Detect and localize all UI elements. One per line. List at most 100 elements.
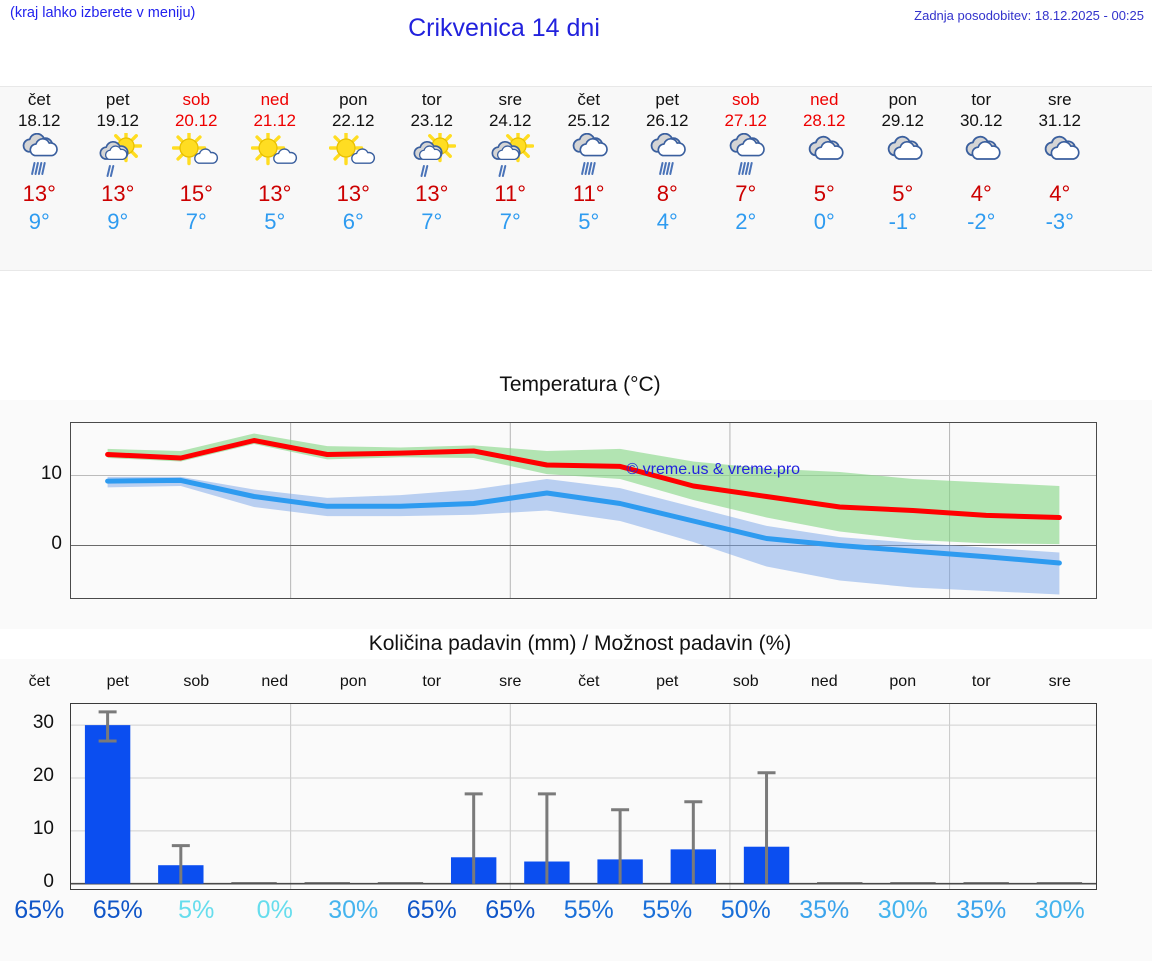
day-of-week-label: sob [732,90,760,109]
precipitation-probability-label: 30% [328,896,379,924]
day-max-temp: 11° [572,181,605,206]
day-of-week-label: pon [339,90,368,109]
precipitation-ytick-20: 20 [32,765,54,786]
day-of-week-label: čet [577,90,601,109]
day-min-temp: 9° [107,209,129,234]
precipitation-day-label: tor [422,673,442,690]
day-of-week-label: pet [655,90,680,109]
day-date-label: 24.12 [488,111,532,130]
day-of-week-label: čet [27,90,51,109]
day-date-label: 23.12 [410,111,454,130]
day-of-week-label: ned [260,90,289,109]
day-of-week-label: tor [421,90,442,109]
temperature-chart-title: Temperatura (°C) [0,370,1152,400]
temperature-plot-svg [71,423,1096,598]
forecast-day-column: pet 26.12 8° 4° [628,87,707,270]
day-of-week-label: tor [971,90,992,109]
day-max-temp: 4° [1049,181,1071,206]
precipitation-probability-label: 50% [720,896,771,924]
day-min-temp: 5° [578,209,600,234]
day-max-temp: 11° [494,181,527,206]
precipitation-day-label: pon [889,673,917,690]
day-of-week-label: sob [182,90,210,109]
precipitation-day-label: pon [339,673,367,690]
precipitation-probability-label: 35% [956,896,1007,924]
precipitation-plot-svg [71,704,1096,889]
temperature-ytick-0: 0 [51,532,62,554]
day-date-label: 25.12 [567,111,611,130]
forecast-day-column: ned 28.12 5° 0° [785,87,864,270]
day-date-label: 26.12 [645,111,689,130]
day-min-temp: 7° [499,209,521,234]
precipitation-day-label: čet [28,673,50,690]
forecast-day-column: sre 31.12 4° -3° [1021,87,1100,270]
day-min-temp: 6° [342,209,364,234]
day-date-label: 30.12 [959,111,1003,130]
day-max-temp: 13° [258,181,292,206]
cloud-icon [942,133,1021,179]
precipitation-day-label: pet [106,673,129,690]
forecast-day-column: sob 27.12 7° 2° [707,87,786,270]
day-min-temp: 5° [264,209,286,234]
cloud-icon [785,133,864,179]
day-max-temp: 13° [101,181,135,206]
day-date-label: 28.12 [802,111,846,130]
precipitation-chart: Količina padavin (mm) / Možnost padavin … [0,629,1152,961]
precipitation-ytick-10: 10 [32,817,54,839]
day-min-temp: 9° [28,209,50,234]
precipitation-probability-label: 0% [256,896,293,924]
forecast-day-column: pon 29.12 5° -1° [864,87,943,270]
sun-small-cloud-icon [236,133,315,179]
day-min-temp: 4° [656,209,678,234]
temperature-ytick-10: 10 [40,462,62,484]
sun-small-cloud-icon [314,133,393,179]
forecast-day-column: sre 24.12 11° 7° [471,87,550,270]
precipitation-probability-label: 65% [406,896,457,924]
precipitation-probability-label: 30% [877,896,928,924]
precipitation-probability-label: 65% [14,896,65,924]
precipitation-probability-label: 5% [178,896,215,924]
day-min-temp: 2° [735,209,757,234]
rain-cloud-icon [628,133,707,179]
page-header: (kraj lahko izberete v meniju) Crikvenic… [0,0,1152,60]
day-date-label: 21.12 [253,111,297,130]
day-max-temp: 4° [970,181,992,206]
rain-cloud-icon [0,133,79,179]
precipitation-probability-label: 35% [799,896,850,924]
sun-cloud-rain-icon [79,133,158,179]
day-max-temp: 8° [656,181,678,206]
precipitation-day-label: sre [499,673,522,690]
forecast-day-column: pon 22.12 13° 6° [314,87,393,270]
cloud-icon [864,133,943,179]
forecast-day-column: tor 23.12 13° 7° [393,87,472,270]
precipitation-day-label: ned [261,673,289,690]
precipitation-chart-title: Količina padavin (mm) / Možnost padavin … [0,629,1152,659]
precipitation-probability-label: 65% [92,896,143,924]
rain-cloud-icon [550,133,629,179]
day-date-label: 31.12 [1038,111,1082,130]
day-date-label: 18.12 [17,111,61,130]
temperature-plot-area [70,422,1097,599]
precipitation-ytick-0: 0 [43,870,54,892]
day-date-label: 20.12 [174,111,218,130]
day-of-week-label: sre [1047,90,1072,109]
precipitation-probability-row: 65% 65% 5% 0% 30% 65% 65% 55% 55% 50% 35% 30% 35% 30% [0,896,1152,936]
page-title: Crikvenica 14 dni [408,14,600,42]
precipitation-day-label: sob [732,673,759,690]
precipitation-day-label: tor [971,673,991,690]
day-max-temp: 5° [892,181,914,206]
day-max-temp: 5° [813,181,835,206]
forecast-day-column: čet 18.12 13° 9° [0,87,79,270]
forecast-day-strip: čet 18.12 13° 9° pet 19.12 13° 9° sob 20.12 15° 7° n… [0,86,1152,271]
day-of-week-label: pon [888,90,917,109]
day-date-label: 19.12 [96,111,140,130]
day-max-temp: 7° [735,181,757,206]
precipitation-ytick-30: 30 [32,712,54,734]
day-min-temp: 0° [813,209,835,234]
rain-cloud-icon [707,133,786,179]
sun-small-cloud-icon [157,133,236,179]
last-update-text: Zadnja posodobitev: 18.12.2025 - 00:25 [914,8,1144,23]
forecast-day-column: ned 21.12 13° 5° [236,87,315,270]
precipitation-day-labels: čet pet sob ned pon tor sre čet pet sob ned pon tor s… [0,673,1152,695]
precipitation-day-label: čet [578,673,600,690]
